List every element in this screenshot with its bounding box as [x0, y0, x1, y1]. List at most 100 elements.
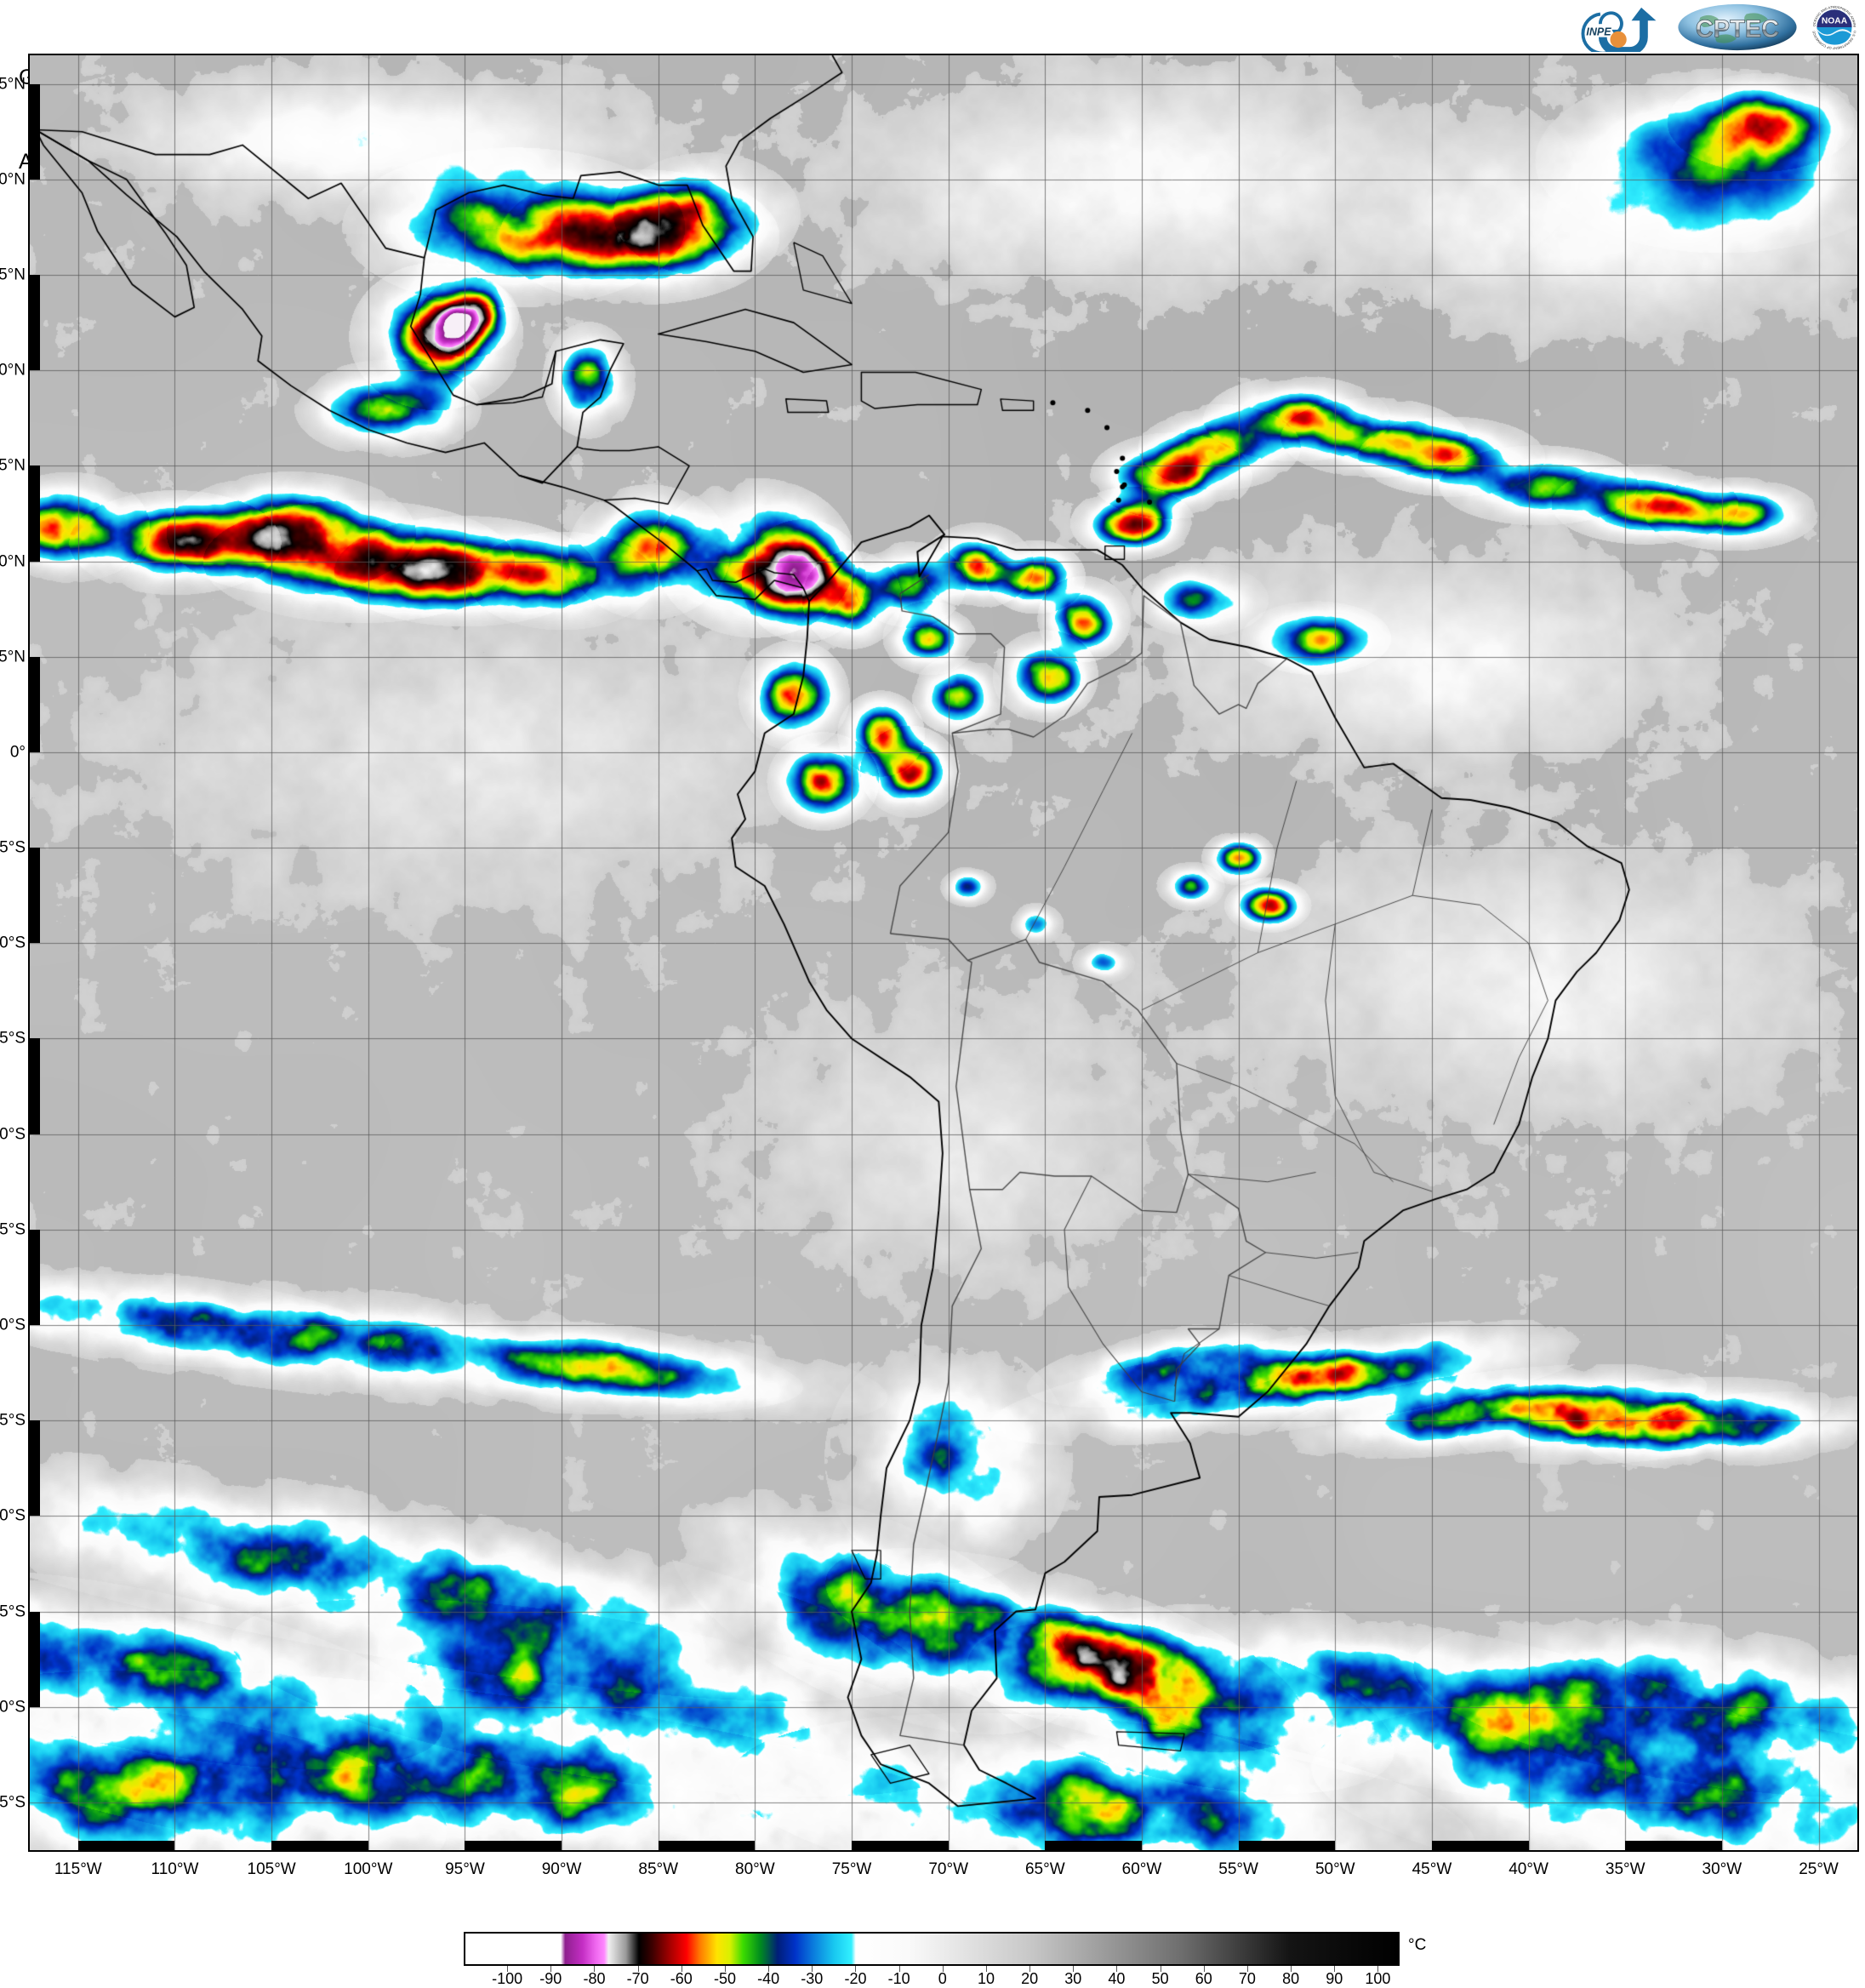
- colorbar-tick: [1291, 1966, 1292, 1972]
- colorbar-tick-label: -100: [492, 1970, 523, 1987]
- latitude-tick-bar: [30, 1611, 40, 1707]
- longitude-tick-label: 90°W: [541, 1860, 582, 1878]
- colorbar-tick: [855, 1966, 857, 1972]
- longitude-tick-label: 85°W: [638, 1860, 679, 1878]
- longitude-tick-label: 50°W: [1315, 1860, 1355, 1878]
- longitude-tick-bar: [465, 1841, 562, 1850]
- longitude-axis: 115°W 110°W 105°W 100°W 95°W 90°W 85°W 80°W 75°W…: [28, 1856, 1859, 1885]
- latitude-tick-label: 20°N: [0, 361, 26, 380]
- colorbar-tick-labels: -100 -90 -80 -70 -60 -50 -40 -30 -20 -10 0 10 20 30 40…: [464, 1968, 1400, 1988]
- latitude-tick-label: 30°S: [0, 1316, 26, 1334]
- latitude-tick-bar: [30, 83, 40, 180]
- latitude-tick-label: 35°S: [0, 1411, 26, 1430]
- latitude-tick-label: 25°N: [0, 266, 26, 284]
- cptec-logo-text: CPTEC: [1696, 16, 1779, 43]
- longitude-tick-bar: [1045, 1841, 1142, 1850]
- inpe-logo: INPE: [1581, 7, 1657, 52]
- latitude-tick-label: 25°S: [0, 1220, 26, 1239]
- latitude-tick-bar: [30, 848, 40, 944]
- colorbar-tick: [942, 1966, 944, 1972]
- longitude-tick-bar: [1625, 1841, 1722, 1850]
- latitude-tick-bar: [30, 1229, 40, 1325]
- latitude-tick-label: 5°N: [0, 648, 26, 666]
- colorbar-tick: [1116, 1966, 1118, 1972]
- longitude-tick-label: 55°W: [1218, 1860, 1258, 1878]
- colorbar-tick-label: 30: [1064, 1970, 1082, 1987]
- longitude-tick-label: 25°W: [1799, 1860, 1839, 1878]
- latitude-tick-label: 15°S: [0, 1029, 26, 1048]
- colorbar-tick-label: -30: [801, 1970, 824, 1987]
- satellite-map[interactable]: [28, 54, 1859, 1852]
- noaa-logo: NOAA NATIONAL OCEANIC AND ATMOSPHERIC AD…: [1809, 3, 1859, 52]
- latitude-tick-bar: [30, 275, 40, 371]
- colorbar-tick-label: 60: [1195, 1970, 1212, 1987]
- longitude-tick-label: 35°W: [1605, 1860, 1645, 1878]
- latitude-axis: 35°N 30°N 25°N 20°N 15°N 10°N 5°N 0° 5°S 10°S 15°S…: [0, 54, 28, 1852]
- colorbar-tick: [985, 1966, 987, 1972]
- colorbar-tick-label: -20: [844, 1970, 867, 1987]
- longitude-tick-label: 110°W: [151, 1860, 199, 1878]
- longitude-tick-label: 95°W: [445, 1860, 485, 1878]
- longitude-tick-label: 115°W: [54, 1860, 102, 1878]
- noaa-logo-text: NOAA: [1822, 16, 1848, 26]
- colorbar-tick: [594, 1966, 596, 1972]
- colorbar-tick: [898, 1966, 900, 1972]
- longitude-tick-label: 65°W: [1024, 1860, 1065, 1878]
- longitude-tick-label: 80°W: [735, 1860, 775, 1878]
- latitude-tick-label: 20°S: [0, 1125, 26, 1144]
- latitude-tick-label: 40°S: [0, 1506, 26, 1525]
- colorbar-tick-label: 70: [1238, 1970, 1256, 1987]
- longitude-tick-label: 100°W: [344, 1860, 393, 1878]
- logo-group: INPE: [1576, 2, 1860, 53]
- longitude-tick-label: 105°W: [247, 1860, 296, 1878]
- colorbar-tick-label: 10: [977, 1970, 995, 1987]
- latitude-tick-label: 45°S: [0, 1602, 26, 1621]
- colorbar-gradient: [465, 1934, 1398, 1964]
- colorbar-tick: [1377, 1966, 1379, 1972]
- colorbar-tick-label: -80: [583, 1970, 606, 1987]
- colorbar-tick-label: -60: [670, 1970, 693, 1987]
- latitude-tick-label: 10°N: [0, 552, 26, 571]
- latitude-tick-bar: [30, 1038, 40, 1134]
- colorbar-tick-label: -90: [539, 1970, 562, 1987]
- longitude-tick-label: 60°W: [1121, 1860, 1162, 1878]
- colorbar-tick-label: 90: [1326, 1970, 1343, 1987]
- latitude-tick-label: 35°N: [0, 75, 26, 94]
- colorbar-tick-label: 20: [1021, 1970, 1039, 1987]
- longitude-tick-label: 75°W: [831, 1860, 872, 1878]
- latitude-tick-bar: [30, 1420, 40, 1517]
- colorbar-tick: [1029, 1966, 1031, 1972]
- latitude-tick-label: 10°S: [0, 934, 26, 952]
- colorbar-tick-label: 50: [1151, 1970, 1169, 1987]
- colorbar-tick-label: 40: [1108, 1970, 1126, 1987]
- longitude-tick-bar: [1431, 1841, 1529, 1850]
- colorbar-tick: [724, 1966, 726, 1972]
- header-bar: GOES16 - CANAL_16 (13.30 microns) Améric…: [0, 0, 1865, 174]
- colorbar-tick-label: -70: [626, 1970, 649, 1987]
- longitude-tick-bar: [271, 1841, 368, 1850]
- colorbar-tick: [812, 1966, 813, 1972]
- colorbar-ticks: [464, 1966, 1400, 1981]
- latitude-tick-bar: [30, 466, 40, 562]
- longitude-tick-bar: [1238, 1841, 1336, 1850]
- longitude-tick-label: 45°W: [1412, 1860, 1452, 1878]
- longitude-tick-label: 40°W: [1509, 1860, 1548, 1878]
- colorbar-tick-label: 80: [1282, 1970, 1300, 1987]
- latitude-tick-label: 30°N: [0, 170, 26, 189]
- latitude-tick-label: 5°S: [0, 838, 26, 857]
- longitude-tick-label: 70°W: [928, 1860, 969, 1878]
- longitude-tick-bar: [77, 1841, 175, 1850]
- colorbar-tick-label: -50: [713, 1970, 736, 1987]
- colorbar-tick: [550, 1966, 552, 1972]
- colorbar-tick: [1203, 1966, 1205, 1972]
- latitude-tick-label: 55°S: [0, 1793, 26, 1812]
- colorbar-tick-label: -10: [887, 1970, 910, 1987]
- latitude-tick-label: 50°S: [0, 1698, 26, 1717]
- latitude-tick-label: 0°: [9, 743, 26, 762]
- satellite-image-canvas[interactable]: [30, 55, 1857, 1850]
- colorbar-bar: [464, 1932, 1400, 1966]
- colorbar-tick-label: 0: [938, 1970, 947, 1987]
- longitude-tick-bar: [658, 1841, 756, 1850]
- colorbar-tick: [1073, 1966, 1075, 1972]
- latitude-tick-bar: [30, 656, 40, 752]
